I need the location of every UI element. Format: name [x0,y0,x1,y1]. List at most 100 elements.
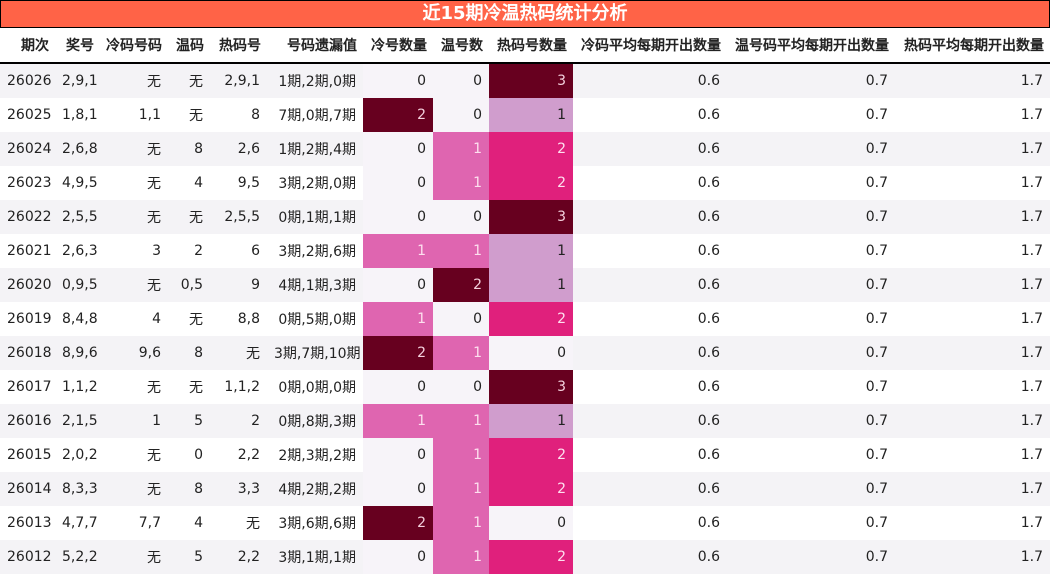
table-cell: 2,1,5 [55,404,100,438]
column-header[interactable]: 号码遗漏值 [267,28,363,64]
column-header[interactable]: 期次 [0,28,55,64]
table-cell: 1.7 [895,234,1050,268]
table-cell: 1 [489,234,573,268]
column-header[interactable]: 热码号 [210,28,267,64]
table-cell: 2,9,1 [210,63,267,98]
table-cell: 0.7 [727,234,895,268]
table-row: 26018 8,9,6 9,6 8 无 3期,7期,10期 2 1 0 0.6 0.7 1.7 [0,336,1050,370]
table-cell: 无 [168,200,210,234]
table-cell: 26013 [0,506,55,540]
column-header[interactable]: 冷码平均每期开出数量 [573,28,727,64]
table-cell: 0.7 [727,63,895,98]
table-cell: 0.6 [573,336,727,370]
table-cell: 0.6 [573,166,727,200]
column-header[interactable]: 奖号 [55,28,100,64]
table-cell: 5 [168,404,210,438]
table-cell: 4 [100,302,168,336]
table-cell: 1.7 [895,336,1050,370]
table-cell: 0.7 [727,166,895,200]
column-header[interactable]: 热码号数量 [489,28,573,64]
table-cell: 8,3,3 [55,472,100,506]
table-cell: 8 [168,336,210,370]
table-cell: 0期,8期,3期 [267,404,363,438]
table-cell: 1,1 [100,98,168,132]
table-cell: 0.7 [727,336,895,370]
header-row: 期次 奖号 冷码号码 温码 热码号 号码遗漏值 冷号数量 温号数 热码号数量 冷码平均每期开出数量… [0,28,1050,64]
table-cell: 无 [210,336,267,370]
table-cell: 0.7 [727,404,895,438]
table-cell: 5,2,2 [55,540,100,574]
table-cell: 0期,5期,0期 [267,302,363,336]
table-cell: 26021 [0,234,55,268]
table-cell: 2 [210,404,267,438]
table-cell: 0 [363,268,433,302]
table-cell: 3,3 [210,472,267,506]
table-cell: 26022 [0,200,55,234]
table-cell: 0 [489,506,573,540]
table-row: 26025 1,8,1 1,1 无 8 7期,0期,7期 2 0 1 0.6 0.7 1.7 [0,98,1050,132]
column-header[interactable]: 热码平均每期开出数量 [895,28,1050,64]
table-cell: 3 [489,200,573,234]
table-cell: 7期,0期,7期 [267,98,363,132]
column-header[interactable]: 温码 [168,28,210,64]
table-cell: 无 [100,200,168,234]
table-cell: 3 [100,234,168,268]
table-row: 26020 0,9,5 无 0,5 9 4期,1期,3期 0 2 1 0.6 0.7 1.7 [0,268,1050,302]
column-header[interactable]: 冷号数量 [363,28,433,64]
table-cell: 3期,7期,10期 [267,336,363,370]
table-cell: 0 [363,438,433,472]
table-cell: 0 [363,132,433,166]
table-cell: 4期,1期,3期 [267,268,363,302]
table-cell: 1 [433,540,489,574]
table-cell: 0.7 [727,200,895,234]
table-cell: 0.7 [727,506,895,540]
table-cell: 2,5,5 [55,200,100,234]
table-cell: 9,5 [210,166,267,200]
table-cell: 1 [489,268,573,302]
table-cell: 无 [168,63,210,98]
table-cell: 1.7 [895,268,1050,302]
table-cell: 26014 [0,472,55,506]
table-cell: 0.7 [727,268,895,302]
table-cell: 26012 [0,540,55,574]
table-cell: 1 [100,404,168,438]
table-cell: 0,9,5 [55,268,100,302]
table-cell: 2 [433,268,489,302]
table-cell: 2,6 [210,132,267,166]
table-cell: 2,2 [210,438,267,472]
table-cell: 0.6 [573,63,727,98]
table-cell: 1 [433,132,489,166]
table-cell: 0.6 [573,438,727,472]
table-cell: 1 [433,336,489,370]
table-cell: 2,6,3 [55,234,100,268]
table-cell: 0 [433,302,489,336]
table-cell: 4 [168,506,210,540]
table-row: 26019 8,4,8 4 无 8,8 0期,5期,0期 1 0 2 0.6 0.7 1.7 [0,302,1050,336]
column-header[interactable]: 冷码号码 [100,28,168,64]
table-cell: 4期,2期,2期 [267,472,363,506]
table-cell: 8,8 [210,302,267,336]
table-cell: 0.7 [727,540,895,574]
table-cell: 2 [489,540,573,574]
table-cell: 0.6 [573,98,727,132]
table-cell: 26023 [0,166,55,200]
column-header[interactable]: 温号数 [433,28,489,64]
table-cell: 0期,0期,0期 [267,370,363,404]
table-cell: 9 [210,268,267,302]
table-cell: 2期,3期,2期 [267,438,363,472]
table-cell: 无 [100,63,168,98]
table-cell: 0 [433,98,489,132]
table-cell: 1 [433,472,489,506]
table-cell: 26016 [0,404,55,438]
table-cell: 无 [168,302,210,336]
table-cell: 0 [363,472,433,506]
column-header[interactable]: 温号码平均每期开出数量 [727,28,895,64]
table-cell: 1.7 [895,370,1050,404]
table-cell: 1 [433,166,489,200]
table-cell: 无 [168,370,210,404]
table-row: 26016 2,1,5 1 5 2 0期,8期,3期 1 1 1 0.6 0.7 1.7 [0,404,1050,438]
table-cell: 无 [100,268,168,302]
table-cell: 26024 [0,132,55,166]
table-cell: 0 [433,200,489,234]
table-cell: 8 [168,132,210,166]
